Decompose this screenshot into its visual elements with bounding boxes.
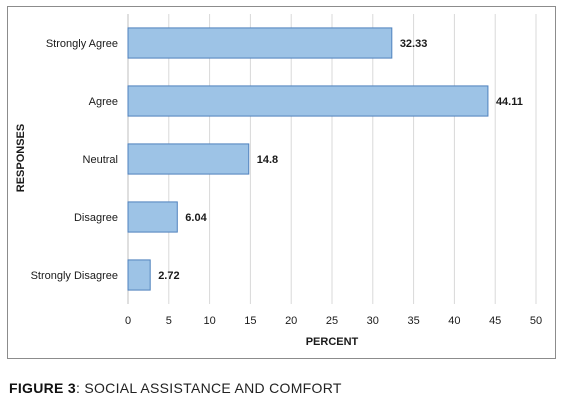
bar-strongly-disagree	[127, 259, 151, 291]
x-tick-label-2: 10	[203, 315, 215, 327]
x-axis-title: PERCENT	[306, 336, 359, 348]
data-label-strongly-agree: 32.33	[400, 38, 428, 50]
x-tick-label-6: 30	[367, 315, 379, 327]
gridlines	[127, 14, 537, 304]
x-tick-label-10: 50	[530, 315, 542, 327]
category-label-strongly-agree: Strongly Agree	[46, 38, 118, 50]
labels: 0 5 10 15 20 25 30 35 40 45 50 Strongly Agree 32.33 A…	[31, 38, 543, 327]
bars	[127, 27, 489, 291]
x-tick-label-1: 5	[166, 315, 172, 327]
bar-disagree	[127, 201, 178, 233]
category-label-strongly-disagree: Strongly Disagree	[31, 270, 118, 282]
bar-agree	[127, 85, 489, 117]
figure-caption: FIGURE 3: SOCIAL ASSISTANCE AND COMFORT	[9, 380, 342, 396]
data-label-neutral: 14.8	[257, 154, 278, 166]
category-label-neutral: Neutral	[83, 154, 118, 166]
bar-strongly-agree	[127, 27, 393, 59]
x-tick-label-7: 35	[407, 315, 419, 327]
data-label-agree: 44.11	[496, 96, 523, 108]
y-axis-title: RESPONSES	[15, 124, 27, 192]
x-tick-label-9: 45	[489, 315, 501, 327]
x-tick-label-5: 25	[326, 315, 338, 327]
bar-neutral	[127, 143, 250, 175]
x-tick-label-0: 0	[125, 315, 131, 327]
data-label-disagree: 6.04	[185, 212, 207, 224]
x-tick-label-4: 20	[285, 315, 297, 327]
figure-number: FIGURE 3	[9, 380, 76, 396]
data-label-strongly-disagree: 2.72	[158, 270, 179, 282]
figure-title: : SOCIAL ASSISTANCE AND COMFORT	[75, 380, 342, 396]
category-label-agree: Agree	[89, 96, 118, 108]
x-tick-label-3: 15	[244, 315, 256, 327]
chart-frame	[7, 6, 556, 359]
category-label-disagree: Disagree	[74, 212, 118, 224]
x-tick-label-8: 40	[448, 315, 460, 327]
